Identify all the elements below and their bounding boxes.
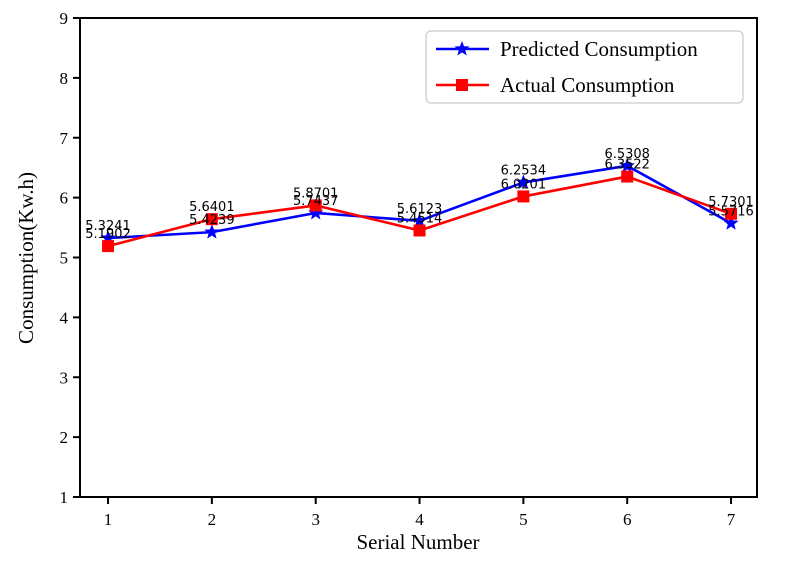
star-marker: [723, 215, 739, 230]
legend-label-actual: Actual Consumption: [500, 73, 675, 97]
x-tick-label: 7: [727, 510, 736, 529]
y-tick-label: 2: [60, 428, 69, 447]
data-point-label: 5.8701: [293, 186, 339, 201]
data-point-label: 5.4239: [189, 213, 235, 228]
plot-area: 1 2 3 4 5 6 7 8 9 1 2 3 4 5 6 7 5.3241 5.4239 5.7437 5.6123…: [60, 9, 758, 529]
square-marker: [205, 213, 218, 226]
y-axis-label: Consumption(Kw.h): [14, 172, 38, 344]
data-point-label: 5.5716: [708, 204, 754, 219]
legend-box: [425, 30, 744, 104]
star-marker: [100, 230, 116, 245]
data-point-label: 5.3241: [85, 219, 131, 234]
data-point-label: 6.0201: [501, 177, 547, 192]
x-tick-label: 4: [415, 510, 424, 529]
data-point-label: 6.3522: [604, 158, 650, 173]
data-point-label: 5.1902: [85, 227, 131, 242]
x-tick-label: 1: [104, 510, 113, 529]
star-marker: [204, 224, 220, 239]
square-marker: [309, 199, 322, 212]
legend: Predicted Consumption Actual Consumption: [425, 30, 744, 104]
legend-square-marker-icon: [456, 79, 468, 91]
y-tick-label: 5: [60, 249, 69, 268]
y-tick-label: 4: [60, 308, 69, 327]
y-tick-label: 3: [60, 368, 69, 387]
legend-label-predicted: Predicted Consumption: [500, 37, 698, 61]
data-point-label: 5.6123: [397, 202, 443, 217]
star-marker: [308, 204, 324, 220]
square-marker: [725, 207, 738, 220]
legend-star-marker-icon: [454, 41, 470, 56]
data-point-label: 5.7437: [293, 194, 339, 209]
y-tick-label: 9: [60, 9, 69, 28]
data-point-label: 5.4514: [397, 211, 443, 226]
star-marker: [619, 157, 635, 173]
x-tick-label: 2: [208, 510, 217, 529]
y-tick-label: 7: [60, 129, 69, 148]
square-marker: [621, 170, 634, 183]
square-marker: [413, 224, 426, 237]
data-point-label: 6.2534: [501, 163, 547, 178]
data-point-label: 5.6401: [189, 200, 235, 215]
y-tick-label: 8: [60, 69, 69, 88]
series-actual: [102, 170, 738, 253]
legend-samples: [436, 41, 489, 91]
x-tick-label: 6: [623, 510, 632, 529]
star-marker: [515, 174, 531, 189]
square-marker: [102, 240, 115, 253]
x-axis-label: Serial Number: [356, 530, 479, 554]
x-tick-label: 3: [311, 510, 320, 529]
square-marker: [517, 190, 530, 203]
y-tick-label: 1: [60, 488, 69, 507]
data-point-label: 6.5308: [604, 147, 650, 162]
data-point-label: 5.7301: [708, 195, 754, 210]
star-marker: [411, 212, 428, 228]
x-tick-label: 5: [519, 510, 528, 529]
series-predicted: [100, 157, 739, 245]
y-tick-label: 6: [60, 189, 69, 208]
